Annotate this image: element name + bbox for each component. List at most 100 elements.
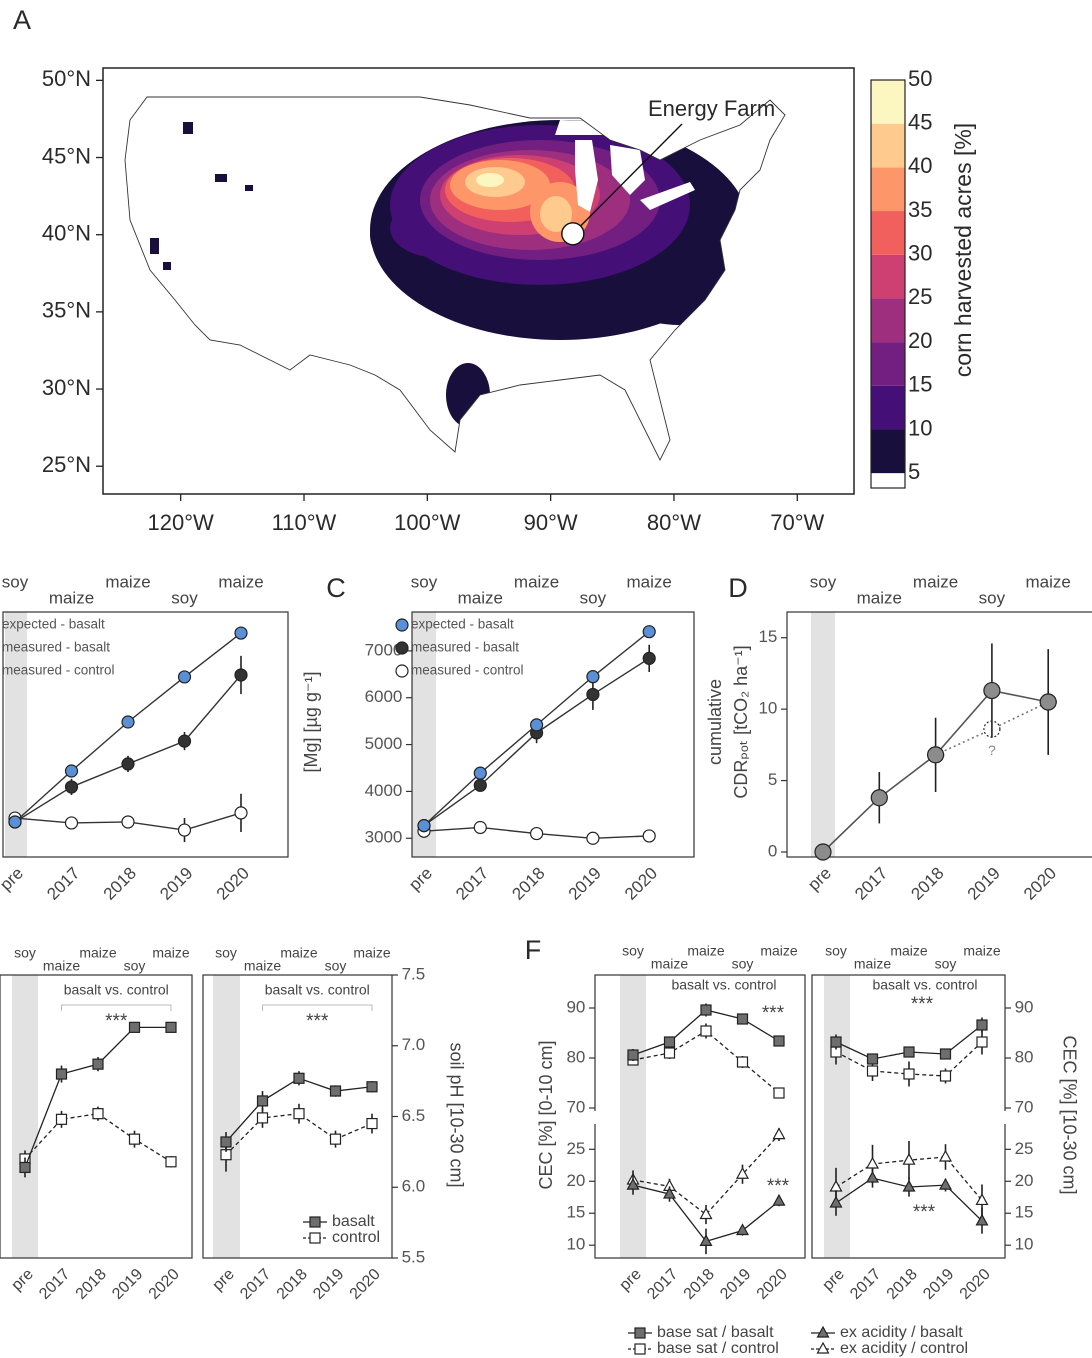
x-tick-label: 2017 [452, 864, 492, 904]
crop-label: soy [825, 943, 847, 959]
legend-label: control [332, 1229, 380, 1246]
colorbar-bin [871, 254, 905, 299]
data-point [699, 1234, 713, 1246]
legend-marker [309, 1232, 321, 1244]
data-point [642, 625, 656, 639]
y-tick-label: 35°N [42, 298, 91, 323]
x-tick-label: pre [8, 1266, 36, 1294]
series-line [24, 1112, 172, 1163]
heat-blob [540, 196, 572, 232]
data-point [177, 734, 192, 748]
crop-label: maize [79, 945, 117, 961]
legend-marker [395, 664, 409, 678]
x-tick-label: 2019 [920, 1266, 957, 1303]
data-point [938, 1149, 953, 1162]
y-axis-label: [Mg] [µg g⁻¹] [301, 672, 321, 773]
comparison-label: basalt vs. control [671, 977, 776, 993]
y-tick-label: 30°N [42, 375, 91, 400]
data-point [866, 1053, 879, 1065]
crop-label: maize [651, 956, 689, 972]
series-line [14, 674, 242, 823]
y-tick-label: 25 [1015, 1139, 1034, 1158]
heat-blob [163, 262, 171, 270]
y-tick-label: 15 [1015, 1203, 1034, 1222]
significance-stars: *** [913, 1202, 936, 1223]
x-tick-label: 2017 [644, 1266, 681, 1303]
data-point [529, 826, 544, 841]
data-point [234, 668, 248, 682]
data-point [473, 778, 487, 792]
crop-label: maize [890, 943, 928, 959]
y-tick-label: 4000 [365, 781, 403, 800]
lake [610, 145, 645, 195]
y-tick-label: 90 [566, 997, 585, 1016]
y-tick-label: 80 [566, 1047, 585, 1066]
crop-label: maize [854, 956, 892, 972]
y-tick-label: 50°N [42, 66, 91, 91]
y-tick-label: 6.0 [402, 1177, 426, 1196]
y-tick-label: 6000 [365, 687, 403, 706]
data-point [976, 1019, 988, 1031]
data-point [529, 718, 544, 732]
colorbar-bin [871, 385, 905, 430]
data-point [983, 681, 1001, 700]
colorbar-tick-label: 10 [908, 415, 932, 440]
series-line [632, 1030, 780, 1094]
y-tick-label: 15 [566, 1203, 585, 1222]
pre-period-band [620, 975, 646, 1258]
map-frame [102, 67, 855, 495]
y-tick-label: 40°N [42, 221, 91, 246]
x-tick-label: 2017 [237, 1266, 274, 1303]
colorbar-under [871, 473, 905, 488]
data-point [121, 757, 135, 771]
data-point [773, 1087, 785, 1099]
data-point [234, 806, 248, 820]
data-point [55, 1113, 68, 1125]
data-point [64, 764, 79, 778]
x-tick-label: 70°W [770, 510, 824, 535]
legend-marker [309, 1216, 321, 1228]
crop-label: maize [105, 572, 150, 591]
data-point [92, 1108, 104, 1120]
data-point [177, 823, 192, 837]
pre-period-band [811, 612, 835, 857]
y-axis-label: soil pH [10-30 cm] [446, 1042, 466, 1187]
x-tick-label: 100°W [394, 510, 461, 535]
crop-label: soy [14, 945, 36, 961]
legend-label: measured - control [411, 663, 524, 678]
y-tick-label: 5.5 [402, 1247, 426, 1266]
data-point [939, 1048, 952, 1060]
data-point [586, 831, 600, 845]
significance-bracket [61, 1004, 172, 1011]
y-tick-label: 25 [566, 1139, 585, 1158]
crop-label: maize [43, 958, 81, 974]
data-point [64, 816, 79, 830]
legend-marker [816, 1341, 830, 1354]
data-point [473, 820, 487, 835]
heat-blob [245, 185, 253, 191]
data-point [1039, 693, 1057, 711]
significance-bracket [262, 1004, 373, 1011]
x-tick-label: pre [405, 864, 436, 895]
annotation: ? [988, 742, 996, 758]
x-tick-label: 2018 [508, 864, 548, 904]
crop-label: soy [215, 945, 237, 961]
data-point [293, 1072, 305, 1084]
colorbar-bin [871, 211, 905, 255]
x-tick-label: 90°W [524, 510, 578, 535]
pre-period-band [412, 612, 436, 857]
y-tick-label: 10 [758, 699, 777, 718]
colorbar-bin [871, 342, 905, 386]
x-tick-label: 2020 [621, 864, 661, 904]
crop-label: maize [244, 958, 282, 974]
data-point [627, 1049, 639, 1061]
legend-marker [816, 1325, 830, 1338]
data-point [642, 651, 656, 665]
legend-label: measured - control [2, 663, 115, 678]
data-point [329, 1133, 342, 1145]
data-point [773, 1035, 785, 1047]
legend-label: measured - basalt [2, 640, 110, 655]
lake [640, 182, 695, 210]
x-tick-label: pre [804, 864, 835, 895]
